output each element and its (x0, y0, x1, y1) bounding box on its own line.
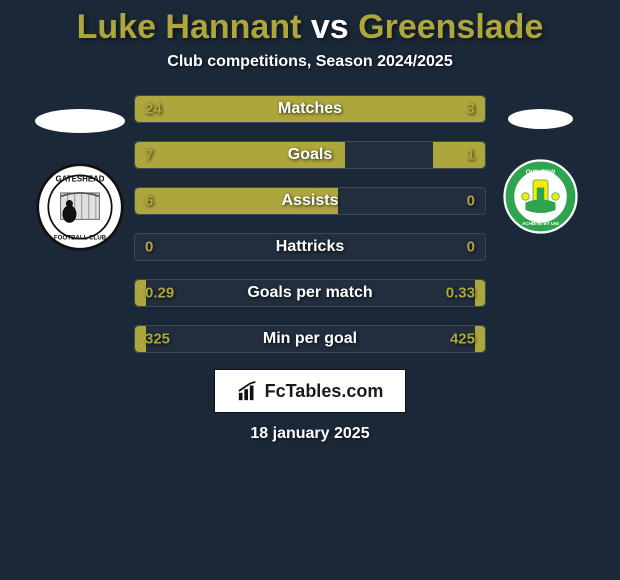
stat-value-left: 0.29 (145, 285, 174, 302)
stat-row: Hattricks 0 0 (134, 233, 486, 261)
right-crest-column: OVIL TOW ACHIEVE BY UNI (490, 95, 590, 234)
stat-value-left: 325 (145, 331, 170, 348)
stat-row: Goals 7 1 (134, 141, 486, 169)
title-vs: vs (301, 8, 358, 46)
bar-fill-left (135, 96, 394, 122)
footer: FcTables.com 18 january 2025 (0, 369, 620, 443)
comparison-panel: Luke Hannant vs Greenslade Club competit… (0, 0, 620, 443)
left-crest-column: GATESHEAD FOOTBALL CLUB (30, 95, 130, 251)
stat-value-left: 0 (145, 239, 153, 256)
stat-label: Matches (278, 100, 342, 118)
stat-value-right: 0 (467, 239, 475, 256)
player-right-ellipse (508, 109, 573, 129)
bar-fill-left (135, 280, 146, 306)
stat-label: Hattricks (276, 238, 344, 256)
stat-value-left: 6 (145, 193, 153, 210)
stat-value-right: 0 (467, 193, 475, 210)
bar-fill-left (135, 326, 146, 352)
brand-badge: FcTables.com (214, 369, 407, 413)
stat-bars: Matches 24 3 Goals 7 1 Assists 6 0 Hattricks 0 0 Goa… (130, 95, 490, 353)
page-title: Luke Hannant vs Greenslade (0, 8, 620, 47)
club-crest-right-icon: OVIL TOW ACHIEVE BY UNI (503, 159, 578, 234)
stat-label: Min per goal (263, 330, 357, 348)
bar-fill-right (475, 326, 486, 352)
stat-value-left: 24 (145, 101, 162, 118)
svg-text:FOOTBALL CLUB: FOOTBALL CLUB (54, 235, 107, 242)
stat-label: Goals per match (247, 284, 372, 302)
date-label: 18 january 2025 (250, 425, 369, 443)
stat-value-right: 3 (467, 101, 475, 118)
player-left-ellipse (35, 109, 125, 133)
bar-fill-right (433, 142, 486, 168)
stat-row: Min per goal 325 425 (134, 325, 486, 353)
stat-value-right: 1 (467, 147, 475, 164)
brand-chart-icon (237, 380, 259, 402)
player-left-name: Luke Hannant (77, 8, 302, 46)
stat-value-right: 425 (450, 331, 475, 348)
svg-text:ACHIEVE BY UNI: ACHIEVE BY UNI (522, 221, 558, 226)
stat-row: Matches 24 3 (134, 95, 486, 123)
stat-label: Assists (282, 192, 339, 210)
bar-fill-right (475, 280, 486, 306)
stat-value-right: 0.33 (446, 285, 475, 302)
stat-label: Goals (288, 146, 332, 164)
stat-row: Goals per match 0.29 0.33 (134, 279, 486, 307)
stat-value-left: 7 (145, 147, 153, 164)
stat-row: Assists 6 0 (134, 187, 486, 215)
player-right-name: Greenslade (358, 8, 543, 46)
svg-text:OVIL TOW: OVIL TOW (525, 170, 555, 176)
svg-text:GATESHEAD: GATESHEAD (55, 174, 104, 183)
main-row: GATESHEAD FOOTBALL CLUB Matches 24 3 Goals 7… (0, 95, 620, 353)
brand-label: FcTables.com (265, 381, 384, 402)
club-crest-left-icon: GATESHEAD FOOTBALL CLUB (36, 163, 124, 251)
subtitle: Club competitions, Season 2024/2025 (0, 53, 620, 71)
